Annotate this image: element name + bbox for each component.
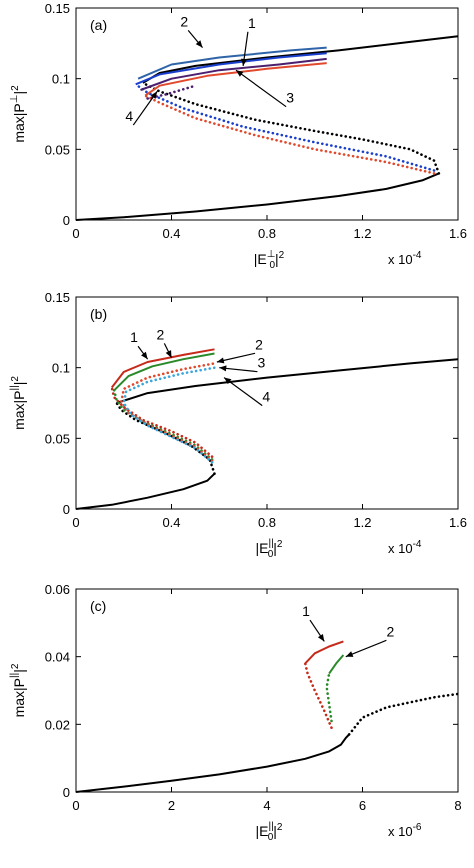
x-multiplier: x 10-4 — [388, 539, 422, 556]
x-tick-label: 4 — [263, 798, 270, 813]
y-axis-label: max|P|||2 — [9, 663, 27, 717]
x-tick-label: 1.6 — [449, 515, 467, 530]
annotation-arrowhead — [317, 633, 325, 642]
series-line-9 — [146, 84, 197, 100]
annotation-label: 2 — [255, 336, 263, 352]
x-tick-label: 0.8 — [258, 515, 276, 530]
annotation-label: 2 — [156, 326, 164, 342]
x-tick-label: 0 — [72, 798, 79, 813]
y-tick-label: 0.1 — [52, 72, 70, 87]
y-axis-label: max|P⊥|2 — [9, 85, 27, 143]
series-line-1 — [75, 733, 350, 793]
annotation-label: 4 — [125, 108, 133, 124]
x-tick-label: 6 — [359, 798, 366, 813]
panel-label: (c) — [90, 598, 106, 614]
annotation-label: 4 — [262, 389, 270, 405]
annotation-label: 2 — [386, 623, 394, 639]
series-line-4 — [134, 83, 436, 172]
annotation-arrowhead — [150, 91, 158, 99]
series-line-8 — [144, 62, 327, 97]
series-line-6 — [137, 46, 327, 80]
series-line-5 — [135, 52, 327, 86]
x-tick-label: 1.2 — [353, 226, 371, 241]
y-tick-label: 0.1 — [52, 361, 70, 376]
series-line-8 — [120, 362, 216, 463]
annotation-arrowhead — [216, 357, 225, 364]
panel-3: 0 2 4 6 8 0 0.02 0.04 0.06 1 2 (c) |E|| 0|2 x 10-6 max|… — [9, 582, 462, 843]
panel-label: (a) — [90, 17, 107, 33]
y-tick-label: 0 — [63, 785, 70, 800]
plot-frame — [75, 588, 459, 793]
x-tick-label: 0 — [72, 226, 79, 241]
annotation-arrow — [223, 377, 263, 407]
annotation-label: 1 — [302, 603, 310, 619]
series-line-1 — [75, 172, 440, 221]
series-line-6 — [112, 388, 214, 461]
annotation-arrow — [235, 69, 287, 108]
x-tick-label: 2 — [168, 798, 175, 813]
y-tick-label: 0.15 — [45, 1, 70, 16]
x-tick-label: 8 — [454, 798, 461, 813]
series-line-1 — [75, 472, 216, 510]
y-tick-label: 0.02 — [45, 717, 70, 732]
x-axis-label: |E|| 0|2 — [256, 538, 283, 560]
series-line-6 — [328, 654, 345, 675]
series-line-4 — [110, 386, 214, 459]
annotation-arrowhead — [345, 651, 354, 657]
y-tick-label: 0 — [63, 213, 70, 228]
annotation-label: 1 — [248, 15, 256, 31]
y-tick-label: 0.15 — [45, 290, 70, 305]
y-tick-label: 0.06 — [45, 582, 70, 597]
annotation-arrowhead — [219, 365, 227, 372]
series-line-7 — [143, 94, 436, 175]
x-multiplier: x 10-4 — [388, 250, 422, 267]
y-axis-label: max|P|||2 — [9, 376, 27, 430]
series-line-3 — [142, 35, 459, 84]
panel-2: 0 0.4 0.8 1.2 1.6 0 0.05 0.1 0.15 1 2 2 3 4 (b) |E|| 0|2… — [9, 290, 467, 560]
x-tick-label: 0 — [72, 515, 79, 530]
annotation-arrowhead — [165, 350, 172, 358]
annotation-arrowhead — [224, 377, 232, 385]
series-line-4 — [304, 640, 344, 665]
x-tick-label: 1.2 — [353, 515, 371, 530]
y-tick-label: 0 — [63, 502, 70, 517]
series-line-10 — [140, 57, 327, 91]
y-tick-label: 0.05 — [45, 142, 70, 157]
y-tick-label: 0.04 — [45, 650, 70, 665]
series-line-2 — [141, 81, 441, 175]
panel-label: (b) — [90, 306, 107, 322]
series-line-2 — [347, 692, 460, 736]
series-line-3 — [116, 358, 459, 404]
x-axis-label: |E|| 0|2 — [256, 821, 283, 843]
x-axis-label: |E⊥ 0|2 — [254, 249, 285, 271]
annotation-arrow — [345, 639, 387, 658]
x-tick-label: 0.4 — [162, 515, 180, 530]
series-line-3 — [303, 662, 333, 730]
annotation-arrowhead — [141, 351, 148, 360]
series-line-5 — [111, 348, 215, 389]
x-tick-label: 0.4 — [162, 226, 180, 241]
annotation-label: 1 — [130, 329, 138, 345]
series-line-5 — [325, 672, 333, 723]
x-tick-label: 1.6 — [449, 226, 467, 241]
plot-frame — [75, 7, 459, 221]
annotation-label: 3 — [258, 355, 266, 371]
x-tick-label: 0.8 — [258, 226, 276, 241]
annotation-label: 3 — [286, 90, 294, 106]
series-line-9 — [122, 366, 216, 464]
annotation-arrowhead — [235, 70, 244, 77]
y-tick-label: 0.05 — [45, 431, 70, 446]
annotation-arrowhead — [195, 40, 203, 48]
series-line-7 — [113, 352, 215, 392]
panel-1: 0 0.4 0.8 1.2 1.6 0 0.05 0.1 0.15 2 1 3 4 (a) |E⊥ 0|2 x … — [9, 1, 467, 271]
x-multiplier: x 10-6 — [388, 822, 422, 839]
annotation-label: 2 — [180, 13, 188, 29]
annotation-arrowhead — [241, 58, 248, 66]
